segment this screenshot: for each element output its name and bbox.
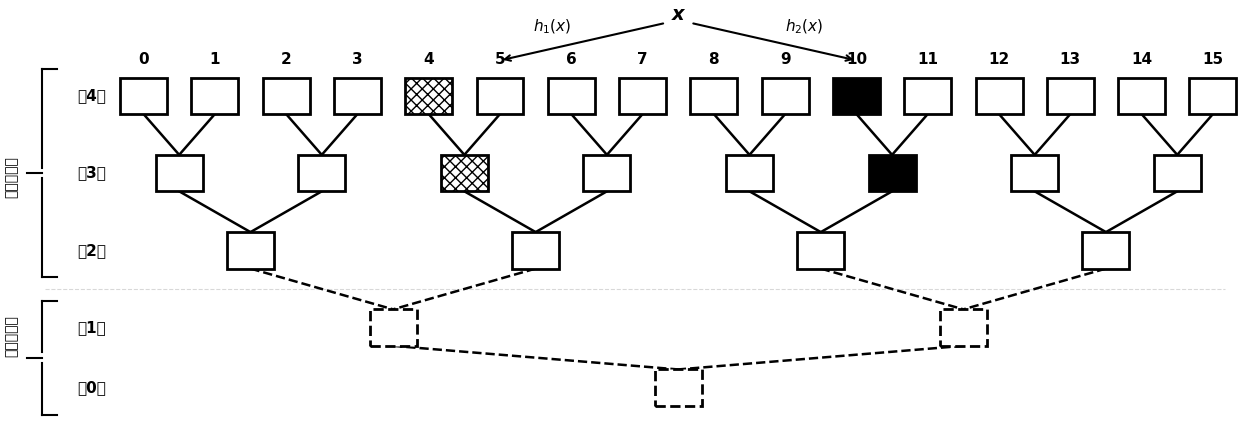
Text: 13: 13 <box>1059 52 1080 67</box>
Text: 4: 4 <box>424 52 434 67</box>
Bar <box>299 155 346 191</box>
Text: 第0层: 第0层 <box>77 380 107 395</box>
Bar <box>1011 155 1058 191</box>
Text: 10: 10 <box>846 52 867 67</box>
Bar <box>441 155 488 191</box>
Bar <box>940 309 987 346</box>
Bar <box>690 78 737 114</box>
Bar <box>762 78 809 114</box>
Bar <box>833 78 880 114</box>
Bar <box>975 78 1022 114</box>
Bar <box>1118 78 1165 114</box>
Text: 12: 12 <box>989 52 1010 67</box>
Bar <box>1083 232 1130 269</box>
Bar <box>548 78 595 114</box>
Bar <box>654 369 701 406</box>
Bar <box>620 78 667 114</box>
Bar <box>156 155 203 191</box>
Text: 5: 5 <box>494 52 506 67</box>
Text: 第2层: 第2层 <box>77 243 107 258</box>
Text: 8: 8 <box>709 52 719 67</box>
Bar <box>726 155 773 191</box>
Text: 11: 11 <box>917 52 938 67</box>
Text: 0: 0 <box>139 52 149 67</box>
Bar <box>477 78 524 114</box>
Bar <box>584 155 631 191</box>
Text: x: x <box>672 5 684 24</box>
Bar <box>191 78 238 114</box>
Text: 3: 3 <box>352 52 363 67</box>
Bar <box>512 232 559 269</box>
Bar <box>1189 78 1237 114</box>
Bar <box>798 232 844 269</box>
Text: 被删除的层: 被删除的层 <box>4 315 19 357</box>
Text: $h_1(x)$: $h_1(x)$ <box>533 17 571 36</box>
Bar <box>904 78 952 114</box>
Bar <box>263 78 310 114</box>
Text: 2: 2 <box>281 52 291 67</box>
Text: 15: 15 <box>1202 52 1223 67</box>
Text: 9: 9 <box>779 52 790 67</box>
Text: 6: 6 <box>566 52 576 67</box>
Text: 1: 1 <box>209 52 221 67</box>
Bar <box>405 78 452 114</box>
Text: 7: 7 <box>637 52 648 67</box>
Bar <box>1154 155 1201 191</box>
Text: 被保留的层: 被保留的层 <box>4 156 19 198</box>
Bar <box>869 155 916 191</box>
Text: 第4层: 第4层 <box>77 88 107 103</box>
Text: 14: 14 <box>1131 52 1152 67</box>
Bar <box>120 78 167 114</box>
Bar <box>1047 78 1094 114</box>
Text: 第3层: 第3层 <box>77 165 107 181</box>
Bar <box>369 309 416 346</box>
Text: 第1层: 第1层 <box>77 320 107 335</box>
Text: $h_2(x)$: $h_2(x)$ <box>786 17 824 36</box>
Bar <box>227 232 274 269</box>
Bar <box>335 78 380 114</box>
